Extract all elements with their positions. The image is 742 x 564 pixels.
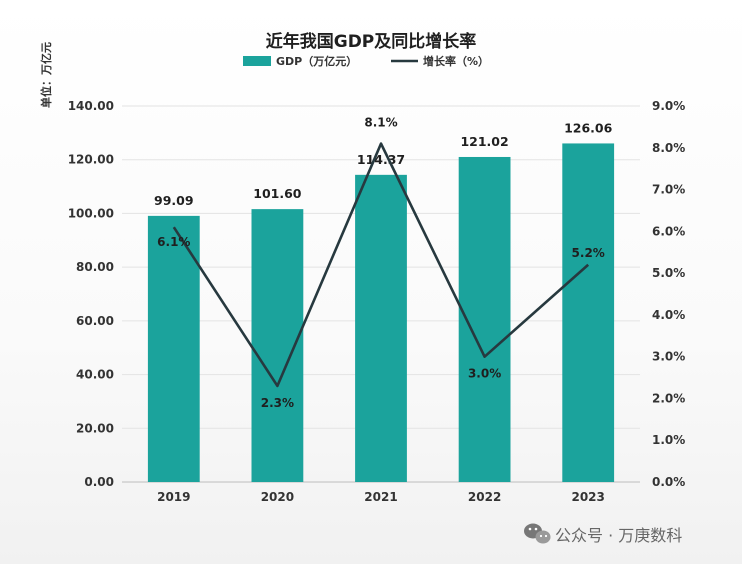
y-left-tick-label: 80.00 [76,260,114,274]
gdp-bars [147,143,615,483]
gdp-bar [147,215,200,483]
y-left-tick-label: 0.00 [84,475,114,489]
legend-swatch-gdp [243,56,271,66]
growth-label: 3.0% [468,367,501,381]
y-left-tick-label: 60.00 [76,314,114,328]
gdp-bar [355,174,407,483]
legend-label-growth: 增长率（%） [423,54,489,68]
y-right-axis-ticks: 0.0% 1.0% 2.0% 3.0% 4.0% 5.0% 6.0% 7.0% 8.0% 9.0% [652,99,685,489]
growth-label: 5.2% [572,246,605,260]
legend: GDP（万亿元） 增长率（%） [243,54,489,68]
growth-label: 8.1% [364,116,397,130]
y-right-tick-label: 7.0% [652,183,685,197]
x-tick-label: 2023 [571,490,604,504]
y-right-tick-label: 4.0% [652,308,685,322]
y-left-tick-label: 40.00 [76,368,114,382]
legend-label-gdp: GDP（万亿元） [276,54,357,68]
y-left-tick-label: 120.00 [68,153,114,167]
gdp-bar [562,143,615,483]
wechat-icon [524,523,551,544]
y-right-tick-label: 1.0% [652,433,685,447]
watermark: 公众号 · 万庚数科 [524,523,682,545]
gdp-bar-label: 114.37 [357,152,405,167]
watermark-text: 公众号 · 万庚数科 [555,526,682,545]
x-tick-label: 2022 [468,490,501,504]
growth-line-labels: 6.1% 2.3% 8.1% 3.0% 5.2% [157,116,605,410]
x-tick-label: 2021 [364,490,397,504]
growth-line-layer [172,142,590,388]
x-axis-ticks: 2019 2020 2021 2022 2023 [157,490,605,504]
y-right-tick-label: 0.0% [652,475,685,489]
y-right-tick-label: 8.0% [652,141,685,155]
y-left-tick-label: 140.00 [68,99,114,113]
y-right-tick-label: 6.0% [652,224,685,238]
gdp-bar-labels: 99.09 101.60 114.37 121.02 126.06 [154,120,613,207]
y-right-tick-label: 2.0% [652,391,685,405]
y-left-axis-label: 单位：万亿元 [39,42,53,108]
gdp-bar-label: 101.60 [253,186,302,201]
y-left-axis-ticks: 0.00 20.00 40.00 60.00 80.00 100.00 120.00 140.… [68,99,114,489]
y-left-tick-label: 20.00 [76,421,114,435]
growth-label: 6.1% [157,235,190,249]
y-right-tick-label: 5.0% [652,266,685,280]
gdp-bar-label: 126.06 [564,120,613,135]
gdp-bar-label: 99.09 [154,193,194,208]
y-right-tick-label: 9.0% [652,99,685,113]
x-tick-label: 2020 [261,490,294,504]
gdp-bar-label: 121.02 [460,134,508,149]
y-left-tick-label: 100.00 [68,206,114,220]
x-tick-label: 2019 [157,490,190,504]
growth-label: 2.3% [261,396,294,410]
y-right-tick-label: 3.0% [652,350,685,364]
chart-title: 近年我国GDP及同比增长率 [266,31,477,52]
